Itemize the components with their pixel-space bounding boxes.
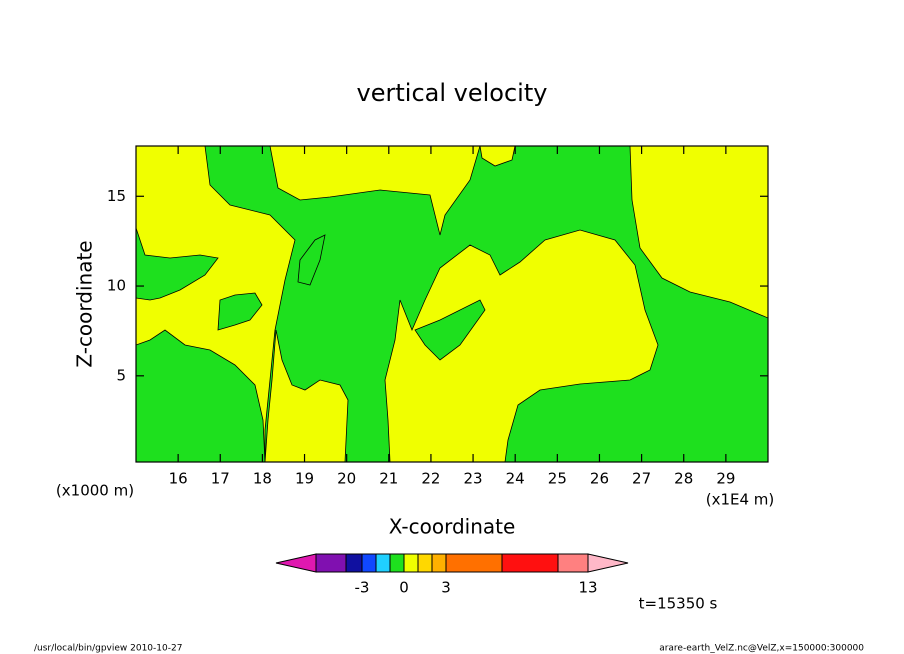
contour-region: [264, 329, 349, 462]
colorbar-tick-label: -3: [355, 579, 370, 597]
plot-frame: [135, 145, 769, 463]
x-tick-label: 22: [421, 470, 440, 488]
x-tick-label: 24: [506, 470, 525, 488]
colorbar-box: [501, 553, 559, 573]
x-tick-label: 21: [379, 470, 398, 488]
colorbar-box: [445, 553, 503, 573]
contour-field: [136, 146, 768, 462]
y-tick-label: 15: [107, 187, 126, 205]
contour-region: [217, 292, 263, 331]
y-unit: (x1000 m): [56, 482, 134, 500]
colorbar-tick-label: 3: [441, 579, 451, 597]
colorbar-arrow: [275, 553, 317, 573]
x-axis-label: X-coordinate: [389, 515, 516, 539]
contour-region: [479, 146, 516, 167]
colorbar-tick-label: 0: [399, 579, 409, 597]
contour-region: [269, 146, 481, 236]
x-tick-label: 19: [295, 470, 314, 488]
colorbar: -3 0 3 13: [275, 553, 629, 597]
contour-region: [297, 234, 326, 286]
x-tick-label: 23: [464, 470, 483, 488]
contour-region: [136, 329, 266, 462]
footer-left: /usr/local/bin/gpview 2010-10-27: [34, 644, 182, 654]
colorbar-box: [345, 553, 363, 573]
x-tick-label: 20: [337, 470, 356, 488]
colorbar-box: [361, 553, 377, 573]
colorbar-box: [315, 553, 347, 573]
colorbar-box: [431, 553, 447, 573]
chart-title: vertical velocity: [357, 79, 548, 107]
colorbar-box: [417, 553, 433, 573]
colorbar-tick-label: 13: [578, 579, 597, 597]
contour-region: [136, 227, 219, 301]
x-tick-label: 16: [169, 470, 188, 488]
x-tick-label: 18: [253, 470, 272, 488]
colorbar-box: [403, 553, 419, 573]
footer-right: arare-earth_VelZ.nc@VelZ,x=150000:300000: [659, 644, 864, 654]
contour-region: [414, 299, 486, 361]
colorbar-box: [375, 553, 391, 573]
x-tick-label: 26: [590, 470, 609, 488]
x-tick-label: 29: [716, 470, 735, 488]
x-unit: (x1E4 m): [706, 491, 775, 509]
y-tick-label: 5: [116, 366, 126, 384]
colorbar-arrow: [587, 553, 629, 573]
y-axis-label: Z-coordinate: [73, 240, 97, 367]
x-tick-label: 25: [548, 470, 567, 488]
colorbar-box: [389, 553, 405, 573]
contour-region: [384, 229, 659, 462]
x-tick-label: 17: [211, 470, 230, 488]
y-tick-label: 10: [107, 277, 126, 295]
x-tick-label: 28: [674, 470, 693, 488]
x-tick-label: 27: [632, 470, 651, 488]
contour-region: [629, 146, 768, 319]
time-annotation: t=15350 s: [639, 595, 718, 613]
colorbar-box: [557, 553, 589, 573]
